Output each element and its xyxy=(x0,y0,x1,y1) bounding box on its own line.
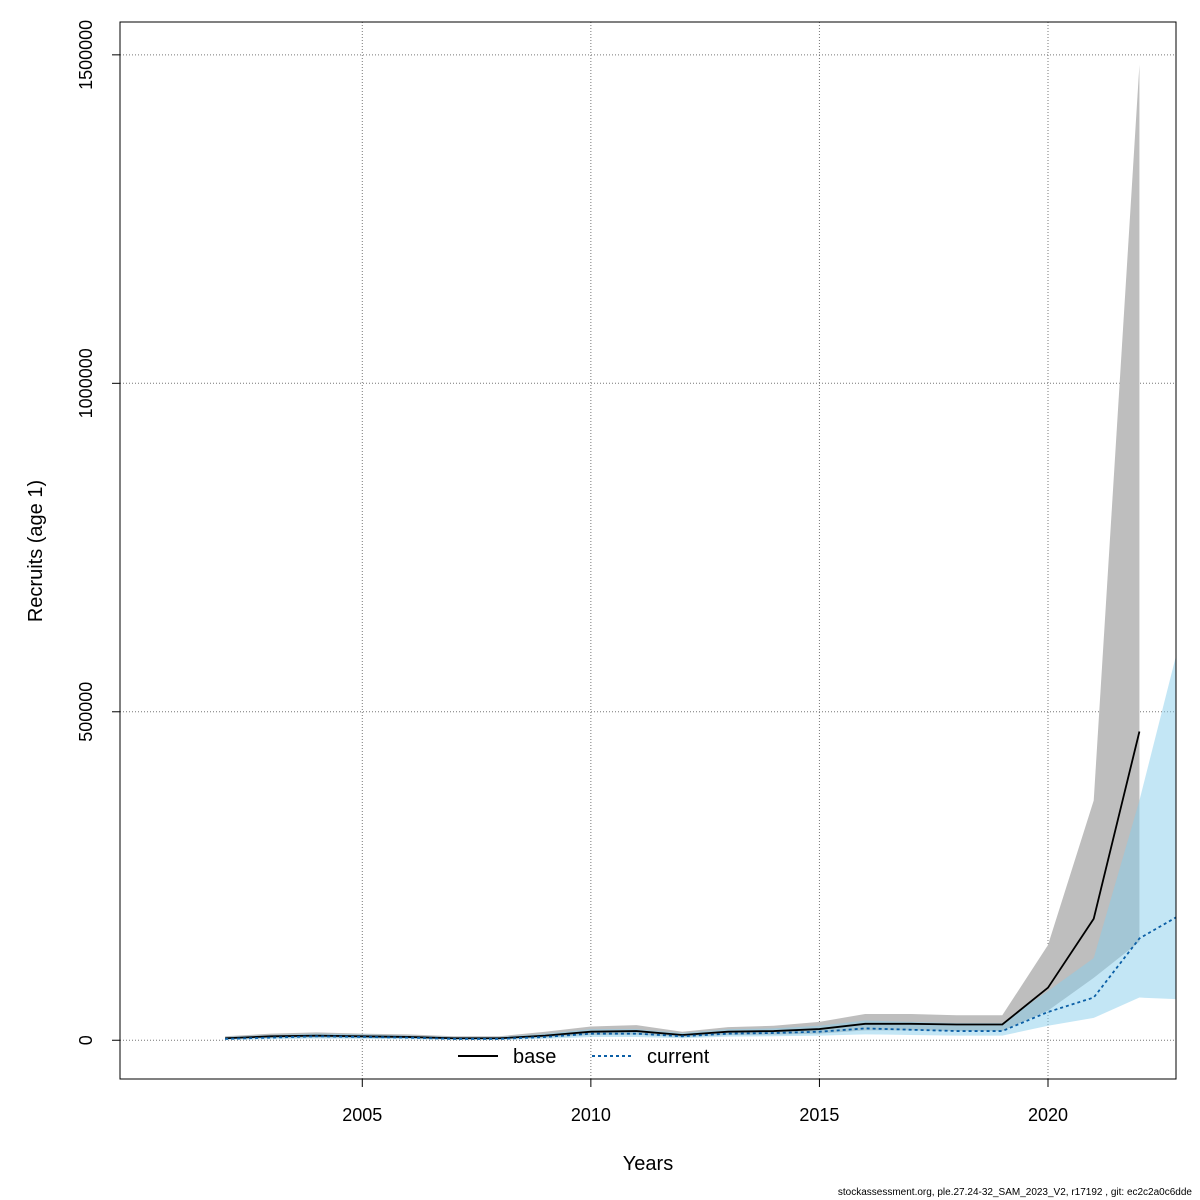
x-tick-label-2020: 2020 xyxy=(1028,1105,1068,1125)
line-base xyxy=(225,731,1141,1040)
y-tick-label-1000000: 1000000 xyxy=(76,348,96,418)
legend: base current xyxy=(458,1046,710,1068)
y-tick-label-1500000: 1500000 xyxy=(76,20,96,90)
footer-note: stockassessment.org, ple.27.24-32_SAM_20… xyxy=(837,1187,1192,1198)
series-lines xyxy=(225,731,1176,1040)
y-axis: 0 500000 1000000 1500000 xyxy=(76,20,120,1045)
band-current xyxy=(225,655,1176,1040)
x-tick-label-2005: 2005 xyxy=(342,1105,382,1125)
y-tick-label-0: 0 xyxy=(76,1035,96,1045)
grid-lines xyxy=(120,22,1176,1079)
y-axis-title: Recruits (age 1) xyxy=(25,480,47,622)
band-base xyxy=(225,64,1140,1040)
x-tick-label-2010: 2010 xyxy=(571,1105,611,1125)
x-tick-label-2015: 2015 xyxy=(799,1105,839,1125)
legend-label-current: current xyxy=(647,1046,710,1068)
plot-frame xyxy=(119,21,1177,1080)
x-axis-title: Years xyxy=(623,1153,673,1175)
confidence-bands xyxy=(225,64,1176,1040)
x-axis: 2005 2010 2015 2020 xyxy=(342,1079,1068,1125)
y-tick-label-500000: 500000 xyxy=(76,682,96,742)
line-current xyxy=(225,916,1176,1040)
legend-label-base: base xyxy=(513,1046,556,1068)
